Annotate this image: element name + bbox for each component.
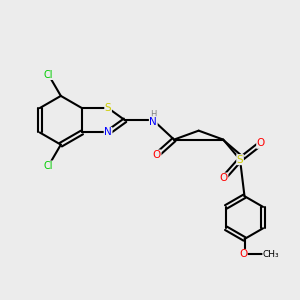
Text: S: S	[105, 103, 111, 113]
Text: H: H	[150, 110, 157, 119]
Text: O: O	[220, 173, 228, 183]
Text: O: O	[257, 138, 265, 148]
Text: O: O	[239, 249, 247, 260]
Text: N: N	[149, 117, 157, 127]
Text: CH₃: CH₃	[263, 250, 280, 259]
Text: O: O	[153, 150, 161, 160]
Text: Cl: Cl	[44, 70, 53, 80]
Text: N: N	[104, 128, 112, 137]
Text: Cl: Cl	[44, 161, 53, 171]
Text: S: S	[237, 154, 243, 165]
